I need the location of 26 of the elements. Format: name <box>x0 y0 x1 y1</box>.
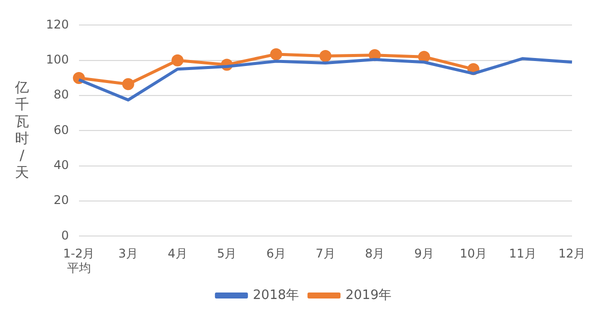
y-tick-label: 60 <box>54 122 69 137</box>
point <box>418 50 430 63</box>
x-tick-label: 3月 <box>118 246 138 261</box>
point <box>172 54 184 66</box>
y-tick-label: 100 <box>46 52 69 66</box>
legend-label: 2018年 <box>252 288 300 303</box>
x-tick-label: 5月 <box>217 246 237 261</box>
legend-label: 2019年 <box>346 288 392 303</box>
x-tick-label: 10月 <box>460 246 488 261</box>
y-tick-label: 0 <box>61 228 69 242</box>
point <box>122 78 134 90</box>
x-tick-label: 11月 <box>509 246 536 261</box>
y-tick-label: 80 <box>54 88 69 102</box>
point <box>319 50 332 62</box>
x-tick-label: 9月 <box>414 246 434 261</box>
y-tick-label: 120 <box>46 17 69 32</box>
x-tick-label: 7月 <box>316 246 336 261</box>
y-tick-label: 20 <box>54 193 69 208</box>
y-axis-title: 亿千瓦时/天 <box>14 80 29 181</box>
x-tick-label: 12月 <box>558 246 586 261</box>
x-tick-label: 8月 <box>364 246 385 261</box>
point <box>270 48 282 60</box>
x-tick-label: 1-2月平均 <box>63 246 95 275</box>
y-tick-label: 40 <box>54 158 69 172</box>
x-tick-label: 6月 <box>266 246 286 261</box>
x-tick-label: 4月 <box>168 246 188 261</box>
